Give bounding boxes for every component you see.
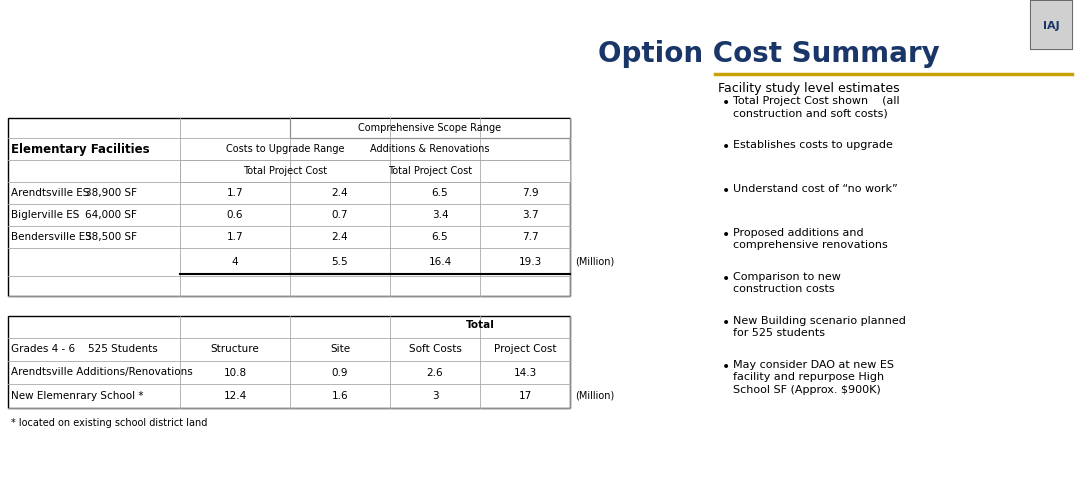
- Text: 1.7: 1.7: [227, 232, 243, 242]
- Text: New Building scenario planned
for 525 students: New Building scenario planned for 525 st…: [733, 316, 906, 338]
- Text: •: •: [723, 184, 730, 198]
- Text: Structure: Structure: [211, 345, 259, 354]
- Text: Understand cost of “no work”: Understand cost of “no work”: [733, 184, 897, 194]
- Text: Total Project Cost shown    (all
construction and soft costs): Total Project Cost shown (all constructi…: [733, 96, 900, 118]
- Text: 1.6: 1.6: [332, 391, 349, 401]
- Bar: [1030, 0, 1072, 49]
- Text: 4: 4: [232, 257, 239, 267]
- Text: Comprehensive Scope Range: Comprehensive Scope Range: [359, 123, 501, 133]
- Text: 7.7: 7.7: [522, 232, 538, 242]
- Text: 0.9: 0.9: [332, 367, 348, 377]
- Text: •: •: [723, 360, 730, 374]
- Text: Proposed additions and
comprehensive renovations: Proposed additions and comprehensive ren…: [733, 228, 888, 250]
- Text: •: •: [723, 228, 730, 242]
- Bar: [1030, 0, 1072, 49]
- Text: IAJ: IAJ: [1042, 21, 1059, 31]
- Text: 10.8: 10.8: [224, 367, 246, 377]
- Text: •: •: [723, 140, 730, 154]
- Text: Total: Total: [465, 320, 495, 330]
- Text: Comparison to new
construction costs: Comparison to new construction costs: [733, 272, 841, 294]
- Text: 38,500 SF: 38,500 SF: [85, 232, 137, 242]
- Text: 0.7: 0.7: [332, 210, 348, 220]
- Text: 2.6: 2.6: [427, 367, 443, 377]
- Text: Facility study level estimates: Facility study level estimates: [718, 82, 900, 95]
- Text: Option Cost Summary: Option Cost Summary: [598, 40, 940, 68]
- Text: 3.4: 3.4: [432, 210, 448, 220]
- Text: •: •: [723, 96, 730, 110]
- Text: (Million): (Million): [575, 257, 615, 267]
- Text: •: •: [723, 272, 730, 286]
- Text: Soft Costs: Soft Costs: [408, 345, 461, 354]
- Text: Arendtsville Additions/Renovations: Arendtsville Additions/Renovations: [11, 367, 192, 377]
- Text: 2.4: 2.4: [332, 232, 349, 242]
- Text: 5.5: 5.5: [332, 257, 349, 267]
- Bar: [291, 118, 570, 138]
- Text: Grades 4 - 6: Grades 4 - 6: [11, 345, 76, 354]
- Text: 19.3: 19.3: [518, 257, 542, 267]
- Text: 7.9: 7.9: [522, 188, 538, 198]
- Text: Costs to Upgrade Range: Costs to Upgrade Range: [226, 144, 345, 154]
- Text: Establishes costs to upgrade: Establishes costs to upgrade: [733, 140, 893, 150]
- Text: Biglerville ES: Biglerville ES: [11, 210, 79, 220]
- Text: 17: 17: [518, 391, 531, 401]
- Bar: [180, 160, 390, 182]
- Text: 2.4: 2.4: [332, 188, 349, 198]
- Text: 1.7: 1.7: [227, 188, 243, 198]
- Text: 525 Students: 525 Students: [87, 345, 158, 354]
- Text: 3: 3: [432, 391, 438, 401]
- Text: Bendersville ES: Bendersville ES: [11, 232, 92, 242]
- Text: Arendtsville ES: Arendtsville ES: [11, 188, 90, 198]
- Text: Elementary Facilities: Elementary Facilities: [11, 143, 150, 156]
- Text: Site: Site: [329, 345, 350, 354]
- Text: Project Cost: Project Cost: [494, 345, 556, 354]
- Text: (Million): (Million): [575, 391, 615, 401]
- Text: Total Project Cost: Total Project Cost: [243, 166, 327, 176]
- Text: 3.7: 3.7: [522, 210, 538, 220]
- Text: 16.4: 16.4: [429, 257, 451, 267]
- Text: 6.5: 6.5: [432, 232, 448, 242]
- Text: 6.5: 6.5: [432, 188, 448, 198]
- Text: * located on existing school district land: * located on existing school district la…: [11, 418, 207, 428]
- Text: 64,000 SF: 64,000 SF: [85, 210, 137, 220]
- Text: New Elemenrary School *: New Elemenrary School *: [11, 391, 144, 401]
- Text: Total Project Cost: Total Project Cost: [388, 166, 472, 176]
- Bar: [291, 160, 570, 182]
- Text: •: •: [723, 316, 730, 330]
- Text: Additions & Renovations: Additions & Renovations: [370, 144, 489, 154]
- Text: May consider DAO at new ES
facility and repurpose High
School SF (Approx. $900K): May consider DAO at new ES facility and …: [733, 360, 894, 395]
- Text: 12.4: 12.4: [224, 391, 246, 401]
- Text: 38,900 SF: 38,900 SF: [85, 188, 137, 198]
- Text: 0.6: 0.6: [227, 210, 243, 220]
- Bar: [8, 316, 570, 408]
- Bar: [8, 118, 570, 296]
- Text: 14.3: 14.3: [513, 367, 537, 377]
